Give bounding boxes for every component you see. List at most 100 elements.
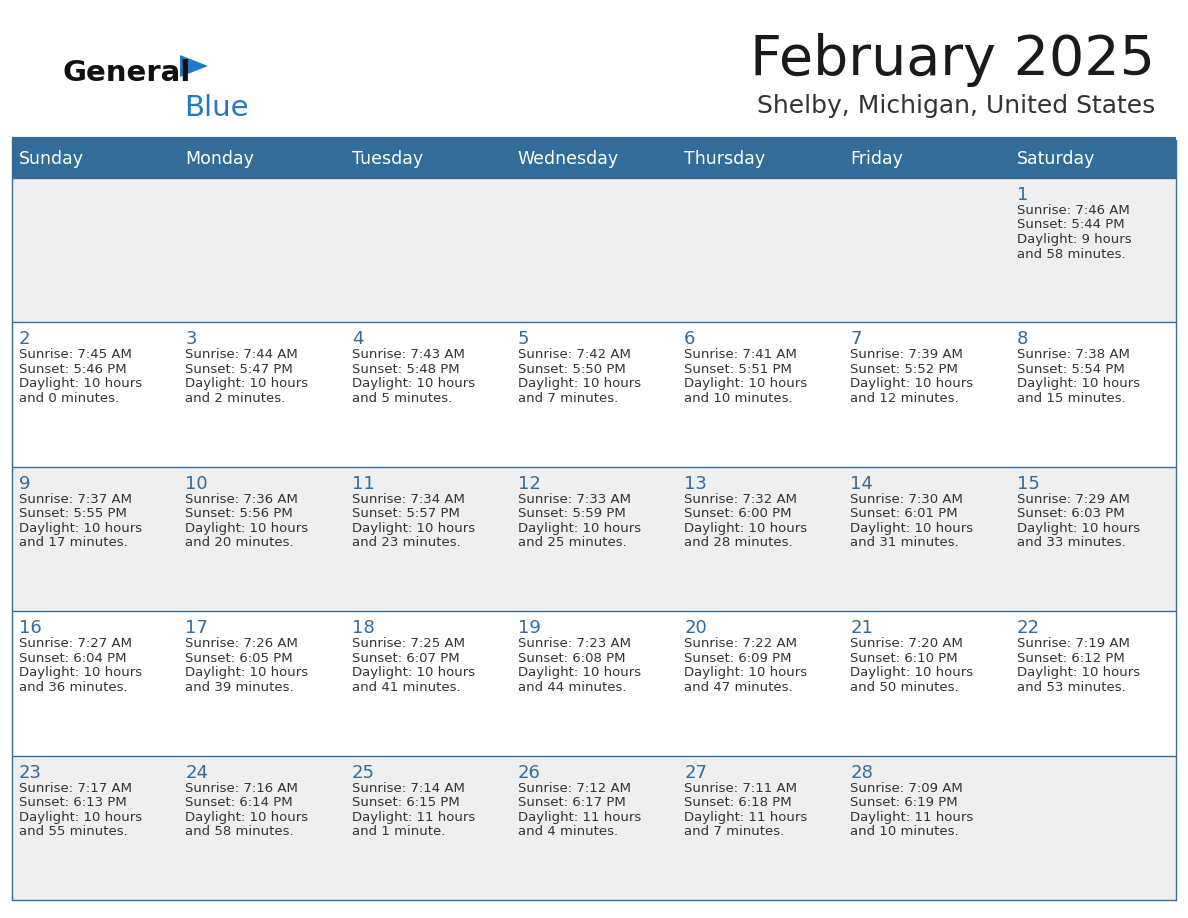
Text: Monday: Monday (185, 150, 254, 168)
Text: Sunrise: 7:11 AM: Sunrise: 7:11 AM (684, 781, 797, 795)
Text: 7: 7 (851, 330, 862, 349)
Text: Sunset: 6:10 PM: Sunset: 6:10 PM (851, 652, 958, 665)
Text: Sunset: 6:09 PM: Sunset: 6:09 PM (684, 652, 791, 665)
Bar (178, 756, 345, 900)
Text: Sunset: 5:44 PM: Sunset: 5:44 PM (1017, 218, 1124, 231)
Text: Sunrise: 7:43 AM: Sunrise: 7:43 AM (352, 349, 465, 362)
Text: General: General (62, 59, 190, 87)
Text: and 10 minutes.: and 10 minutes. (851, 825, 959, 838)
Bar (843, 756, 1010, 900)
Text: 6: 6 (684, 330, 695, 349)
Text: Sunrise: 7:38 AM: Sunrise: 7:38 AM (1017, 349, 1130, 362)
Bar (178, 466, 345, 611)
Text: Sunset: 5:56 PM: Sunset: 5:56 PM (185, 508, 293, 521)
Bar (677, 140, 843, 178)
Bar (178, 178, 345, 322)
Bar (12, 178, 178, 322)
Text: Sunrise: 7:33 AM: Sunrise: 7:33 AM (518, 493, 631, 506)
Text: 14: 14 (851, 475, 873, 493)
Text: Daylight: 10 hours: Daylight: 10 hours (185, 377, 309, 390)
Text: Daylight: 10 hours: Daylight: 10 hours (352, 521, 475, 535)
Text: Sunrise: 7:26 AM: Sunrise: 7:26 AM (185, 637, 298, 650)
Text: Sunrise: 7:45 AM: Sunrise: 7:45 AM (19, 349, 132, 362)
Text: and 50 minutes.: and 50 minutes. (851, 681, 959, 694)
Bar (12, 466, 178, 611)
Text: and 58 minutes.: and 58 minutes. (185, 825, 293, 838)
Text: and 1 minute.: and 1 minute. (352, 825, 446, 838)
Text: Daylight: 10 hours: Daylight: 10 hours (185, 666, 309, 679)
Text: and 4 minutes.: and 4 minutes. (518, 825, 618, 838)
Text: Daylight: 10 hours: Daylight: 10 hours (518, 377, 642, 390)
Bar (677, 466, 843, 611)
Text: Sunset: 6:12 PM: Sunset: 6:12 PM (1017, 652, 1125, 665)
Text: Sunset: 6:18 PM: Sunset: 6:18 PM (684, 796, 791, 809)
Text: Sunset: 5:50 PM: Sunset: 5:50 PM (518, 363, 626, 375)
Text: and 36 minutes.: and 36 minutes. (19, 681, 127, 694)
Text: 26: 26 (518, 764, 541, 781)
Text: Sunset: 6:00 PM: Sunset: 6:00 PM (684, 508, 791, 521)
Text: Sunset: 6:13 PM: Sunset: 6:13 PM (19, 796, 127, 809)
Text: Sunset: 5:46 PM: Sunset: 5:46 PM (19, 363, 127, 375)
Text: Daylight: 10 hours: Daylight: 10 hours (1017, 666, 1139, 679)
Text: and 25 minutes.: and 25 minutes. (518, 536, 626, 549)
Text: Thursday: Thursday (684, 150, 765, 168)
Text: and 7 minutes.: and 7 minutes. (684, 825, 784, 838)
Bar (843, 140, 1010, 178)
Bar (677, 756, 843, 900)
Text: and 2 minutes.: and 2 minutes. (185, 392, 285, 405)
Text: Sunset: 5:51 PM: Sunset: 5:51 PM (684, 363, 792, 375)
Text: Sunrise: 7:19 AM: Sunrise: 7:19 AM (1017, 637, 1130, 650)
Text: 20: 20 (684, 620, 707, 637)
Bar (677, 178, 843, 322)
Text: 23: 23 (19, 764, 42, 781)
Text: Sunrise: 7:41 AM: Sunrise: 7:41 AM (684, 349, 797, 362)
Text: and 47 minutes.: and 47 minutes. (684, 681, 792, 694)
Text: 10: 10 (185, 475, 208, 493)
Text: and 53 minutes.: and 53 minutes. (1017, 681, 1125, 694)
Bar (178, 611, 345, 756)
Text: and 15 minutes.: and 15 minutes. (1017, 392, 1125, 405)
Text: Sunset: 5:57 PM: Sunset: 5:57 PM (352, 508, 460, 521)
Text: Sunset: 5:59 PM: Sunset: 5:59 PM (518, 508, 626, 521)
Text: 22: 22 (1017, 620, 1040, 637)
Text: 19: 19 (518, 620, 541, 637)
Text: and 10 minutes.: and 10 minutes. (684, 392, 792, 405)
Bar (345, 178, 511, 322)
Bar (12, 611, 178, 756)
Text: Sunday: Sunday (19, 150, 84, 168)
Text: and 44 minutes.: and 44 minutes. (518, 681, 626, 694)
Text: Friday: Friday (851, 150, 903, 168)
Text: 24: 24 (185, 764, 208, 781)
Text: and 41 minutes.: and 41 minutes. (352, 681, 460, 694)
Text: Sunrise: 7:20 AM: Sunrise: 7:20 AM (851, 637, 963, 650)
Bar (345, 611, 511, 756)
Text: Sunset: 5:47 PM: Sunset: 5:47 PM (185, 363, 293, 375)
Bar (511, 140, 677, 178)
Text: 17: 17 (185, 620, 208, 637)
Text: and 17 minutes.: and 17 minutes. (19, 536, 128, 549)
Text: Daylight: 10 hours: Daylight: 10 hours (19, 811, 143, 823)
Text: Shelby, Michigan, United States: Shelby, Michigan, United States (757, 94, 1155, 118)
Text: Daylight: 10 hours: Daylight: 10 hours (185, 521, 309, 535)
Text: Sunset: 6:15 PM: Sunset: 6:15 PM (352, 796, 460, 809)
Text: 5: 5 (518, 330, 530, 349)
Text: and 5 minutes.: and 5 minutes. (352, 392, 451, 405)
Bar (511, 611, 677, 756)
Text: February 2025: February 2025 (750, 33, 1155, 87)
Bar (1010, 322, 1176, 466)
Text: Sunset: 5:52 PM: Sunset: 5:52 PM (851, 363, 959, 375)
Text: 11: 11 (352, 475, 374, 493)
Text: and 33 minutes.: and 33 minutes. (1017, 536, 1125, 549)
Text: 16: 16 (19, 620, 42, 637)
Text: 3: 3 (185, 330, 197, 349)
Text: Daylight: 10 hours: Daylight: 10 hours (352, 377, 475, 390)
Bar (677, 611, 843, 756)
Text: Sunrise: 7:12 AM: Sunrise: 7:12 AM (518, 781, 631, 795)
Text: 18: 18 (352, 620, 374, 637)
Bar (345, 140, 511, 178)
Text: Daylight: 10 hours: Daylight: 10 hours (851, 377, 973, 390)
Text: Daylight: 10 hours: Daylight: 10 hours (19, 666, 143, 679)
Text: Daylight: 10 hours: Daylight: 10 hours (684, 377, 808, 390)
Polygon shape (181, 55, 208, 77)
Text: Daylight: 9 hours: Daylight: 9 hours (1017, 233, 1131, 246)
